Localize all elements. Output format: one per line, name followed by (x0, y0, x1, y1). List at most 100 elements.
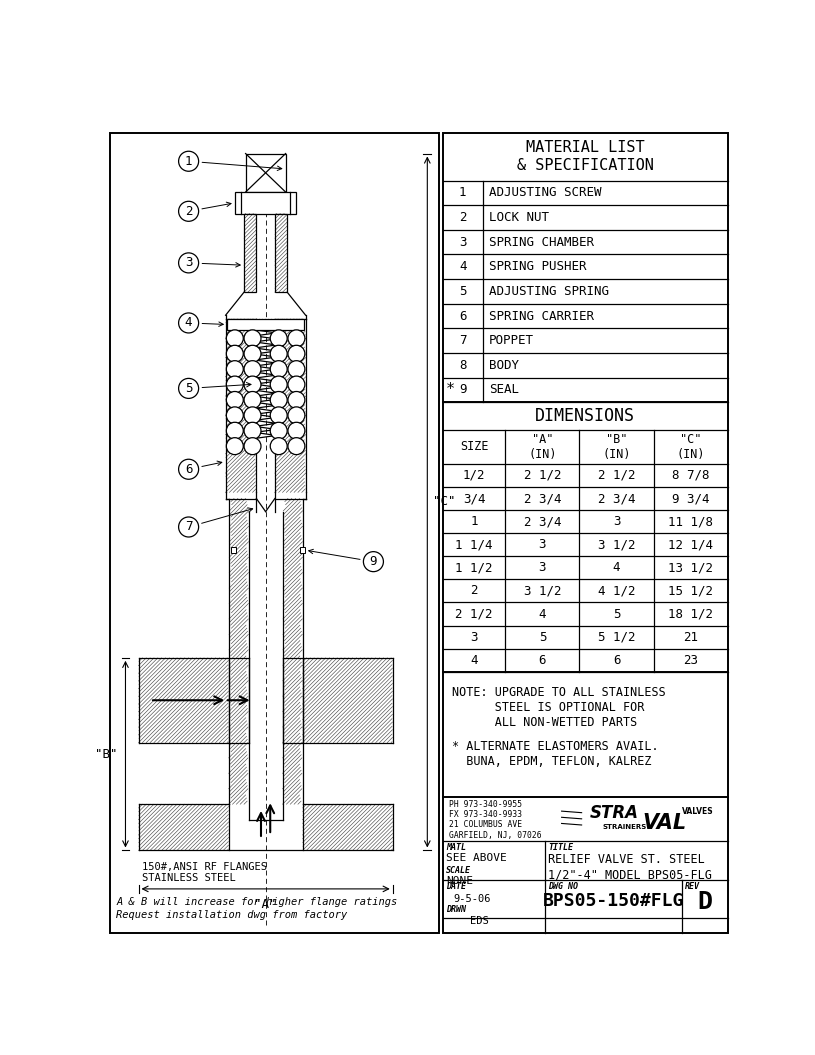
Text: A & B will increase for higher flange ratings: A & B will increase for higher flange ra… (117, 897, 398, 906)
Text: SEE ABOVE: SEE ABOVE (446, 853, 507, 863)
Text: 9 3/4: 9 3/4 (672, 492, 709, 505)
Text: ADJUSTING SPRING: ADJUSTING SPRING (489, 285, 609, 298)
Circle shape (227, 391, 244, 408)
Text: VALVES: VALVES (682, 807, 714, 817)
Text: DWG NO: DWG NO (548, 882, 579, 891)
Text: 7: 7 (459, 334, 466, 347)
Text: 1: 1 (459, 187, 466, 199)
Text: 4: 4 (470, 654, 478, 667)
Text: 5: 5 (539, 631, 546, 644)
Circle shape (271, 376, 287, 394)
Text: EDS: EDS (469, 916, 488, 926)
Circle shape (227, 407, 244, 424)
Bar (244, 213, 257, 292)
Circle shape (288, 391, 305, 408)
Circle shape (227, 345, 244, 362)
Text: TITLE: TITLE (548, 843, 574, 852)
Text: SEAL: SEAL (489, 383, 519, 397)
Text: 1: 1 (185, 155, 192, 168)
Text: 9: 9 (459, 383, 466, 397)
Text: PH 973-340-9955
FX 973-340-9933
21 COLUMBUS AVE
GARFIELD, NJ, 07026: PH 973-340-9955 FX 973-340-9933 21 COLUM… (449, 800, 541, 840)
Bar (227, 319, 304, 330)
Text: "C": "C" (434, 496, 456, 509)
Text: 1 1/2: 1 1/2 (456, 561, 493, 574)
Text: Request installation dwg from factory: Request installation dwg from factory (117, 909, 347, 920)
Text: 3: 3 (459, 235, 466, 249)
Circle shape (227, 438, 244, 455)
Text: 18 1/2: 18 1/2 (668, 608, 713, 620)
Circle shape (178, 459, 199, 479)
Text: "C"
(IN): "C" (IN) (676, 433, 705, 461)
Circle shape (288, 407, 305, 424)
Text: 9: 9 (370, 555, 377, 569)
Text: SPRING PUSHER: SPRING PUSHER (489, 261, 587, 273)
Circle shape (178, 253, 199, 273)
Text: 9-5-06: 9-5-06 (453, 894, 491, 903)
Text: 2 1/2: 2 1/2 (597, 468, 635, 482)
Text: 2 3/4: 2 3/4 (597, 492, 635, 505)
Circle shape (244, 407, 261, 424)
Text: 3 1/2: 3 1/2 (597, 538, 635, 551)
Bar (231, 548, 236, 553)
Text: 12 1/4: 12 1/4 (668, 538, 713, 551)
Circle shape (244, 376, 261, 394)
Circle shape (178, 517, 199, 537)
Text: 2: 2 (185, 205, 192, 217)
Bar (275, 213, 287, 292)
Circle shape (271, 391, 287, 408)
Text: 4: 4 (185, 316, 192, 329)
Circle shape (227, 330, 244, 347)
Text: STRA: STRA (589, 804, 638, 822)
Text: "A"
(IN): "A" (IN) (528, 433, 557, 461)
Text: 5: 5 (613, 608, 620, 620)
Text: 5: 5 (459, 285, 466, 298)
Text: 11 1/8: 11 1/8 (668, 515, 713, 529)
Circle shape (288, 376, 305, 394)
Text: STRAINERS: STRAINERS (602, 824, 646, 829)
Text: SIZE: SIZE (460, 440, 488, 454)
Text: 1: 1 (470, 515, 478, 529)
Text: DRWN: DRWN (446, 905, 466, 914)
Text: 150#,ANSI RF FLANGES: 150#,ANSI RF FLANGES (143, 862, 267, 871)
Text: 3: 3 (539, 538, 546, 551)
Circle shape (271, 438, 287, 455)
Text: 2: 2 (459, 211, 466, 224)
Text: SCALE: SCALE (446, 866, 471, 875)
Text: 6: 6 (539, 654, 546, 667)
Bar (245, 154, 285, 192)
Circle shape (271, 330, 287, 347)
Text: 3: 3 (613, 515, 620, 529)
Text: *: * (446, 383, 455, 398)
Text: "B": "B" (95, 748, 118, 761)
Text: 2: 2 (470, 584, 478, 597)
Circle shape (244, 330, 261, 347)
Circle shape (271, 407, 287, 424)
Text: 1/2: 1/2 (463, 468, 485, 482)
Text: 3: 3 (470, 631, 478, 644)
Text: 5: 5 (185, 382, 192, 395)
Circle shape (288, 330, 305, 347)
Circle shape (178, 202, 199, 222)
Text: DATE: DATE (446, 882, 466, 891)
Text: 8: 8 (459, 359, 466, 371)
Circle shape (244, 391, 261, 408)
Text: "A": "A" (254, 898, 277, 912)
Bar (110, 133, 438, 933)
Bar (443, 133, 728, 933)
Bar (300, 548, 305, 553)
Text: BODY: BODY (489, 359, 519, 371)
Text: MATL: MATL (446, 843, 466, 852)
Text: * ALTERNATE ELASTOMERS AVAIL.
  BUNA, EPDM, TEFLON, KALREZ: * ALTERNATE ELASTOMERS AVAIL. BUNA, EPDM… (452, 740, 659, 768)
Text: RELIEF VALVE ST. STEEL
1/2"-4" MODEL BPS05-FLG: RELIEF VALVE ST. STEEL 1/2"-4" MODEL BPS… (548, 853, 712, 882)
Text: 4: 4 (539, 608, 546, 620)
Text: 6: 6 (459, 309, 466, 323)
Text: VAL: VAL (642, 813, 686, 833)
Circle shape (363, 552, 383, 572)
Text: POPPET: POPPET (489, 334, 534, 347)
Circle shape (227, 376, 244, 394)
Circle shape (178, 151, 199, 171)
Circle shape (271, 361, 287, 378)
Text: 21: 21 (683, 631, 698, 644)
Text: REV: REV (685, 882, 700, 891)
Text: "B"
(IN): "B" (IN) (602, 433, 631, 461)
